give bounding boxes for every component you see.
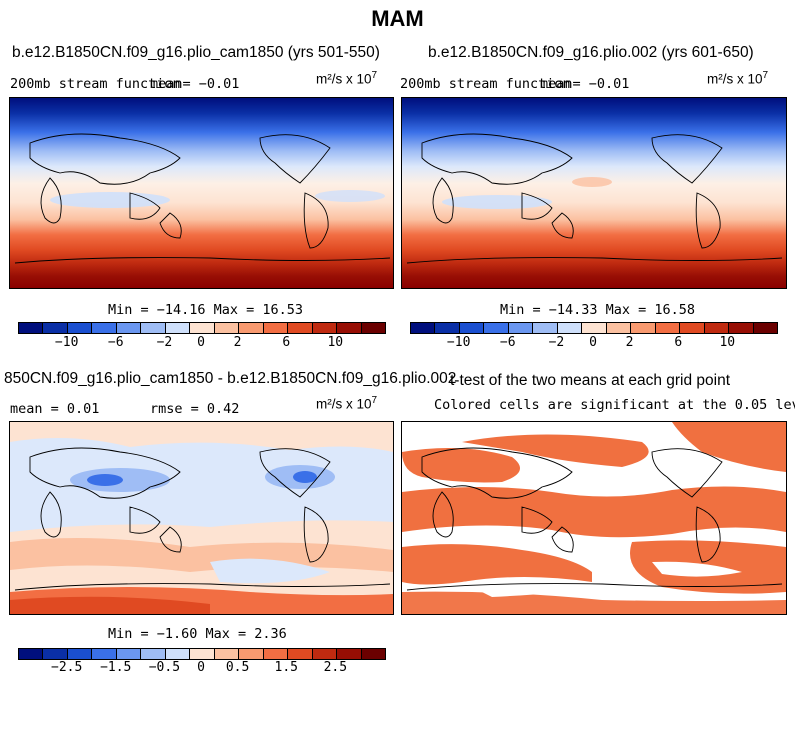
colorbar-tick: 6 [282, 335, 291, 350]
colorbar-swatch [631, 323, 656, 333]
colorbar-swatch [263, 649, 289, 659]
colorbar-tick: 0 [197, 335, 205, 350]
colorbar-swatch [337, 649, 362, 659]
colorbar-swatch [190, 323, 215, 333]
colorbar-swatch [141, 323, 166, 333]
panel-subtitle-bottom-right: Colored cells are significant at the 0.0… [434, 397, 795, 413]
map-top-right [401, 97, 787, 289]
colorbar-tick: 6 [674, 335, 683, 350]
colorbar-swatch [190, 649, 215, 659]
colorbar-swatch [19, 323, 44, 333]
colorbar-swatch [116, 649, 142, 659]
colorbar-swatch [557, 323, 583, 333]
colorbar-swatch [582, 323, 607, 333]
colorbar-swatch [606, 323, 632, 333]
variable-label-top-right: 200mb stream function [400, 76, 571, 92]
panel-title-top-right: b.e12.B1850CN.f09_g16.plio.002 (yrs 601-… [428, 44, 754, 61]
colorbar-tick: −2.5 [51, 660, 83, 675]
colorbar-tick: 10 [327, 335, 344, 350]
colorbar-ticks-bottom-left: −2.5 −1.5 −0.5 0 0.5 1.5 2.5 [18, 660, 384, 676]
colorbar-swatch [263, 323, 289, 333]
colorbar-swatch [19, 649, 44, 659]
mean-label-bottom-left: mean = 0.01 [10, 401, 100, 417]
colorbar-tick: 0 [589, 335, 597, 350]
minmax-label-bottom-left: Min = −1.60 Max = 2.36 [108, 626, 287, 642]
colorbar-swatch [753, 323, 778, 333]
colorbar-tick: −1.5 [100, 660, 132, 675]
panel-title-bottom-left: 850CN.f09_g16.plio_cam1850 - b.e12.B1850… [4, 370, 457, 387]
units-label-bottom-left: m²/s x 107 [316, 395, 378, 412]
colorbar-swatch [508, 323, 534, 333]
colorbar-ticks-top-left: −10 −6 −2 0 2 6 10 [18, 335, 384, 351]
colorbar-swatch [214, 323, 240, 333]
colorbar-swatch [165, 323, 191, 333]
difference-map-bottom-left [10, 422, 393, 614]
variable-label-top-left: 200mb stream function [10, 76, 181, 92]
colorbar-swatch [116, 323, 142, 333]
colorbar-tick: 0 [197, 660, 205, 675]
colorbar-swatch [337, 323, 362, 333]
colorbar-tick: −6 [107, 335, 124, 350]
colorbar-swatch [655, 323, 681, 333]
colorbar-swatch [214, 649, 240, 659]
map-bottom-right [401, 421, 787, 615]
colorbar-swatch [361, 323, 386, 333]
significant-region [402, 422, 786, 614]
colorbar-swatch [680, 323, 705, 333]
colorbar-tick: −2 [548, 335, 565, 350]
colorbar-swatch [239, 323, 264, 333]
mean-label-top-left: mean= −0.01 [150, 76, 240, 92]
map-bottom-left [9, 421, 394, 615]
colorbar-tick: 2.5 [323, 660, 348, 675]
colorbar-top-left [18, 322, 386, 334]
units-label-top-left: m²/s x 107 [316, 70, 378, 87]
colorbar-tick: 2 [233, 335, 242, 350]
colorbar-swatch [92, 649, 117, 659]
colorbar-swatch [92, 323, 117, 333]
colorbar-swatch [533, 323, 558, 333]
colorbar-swatch [435, 323, 460, 333]
units-label-top-right: m²/s x 107 [707, 70, 769, 87]
colorbar-swatch [312, 323, 338, 333]
ttest-significance-map [402, 422, 786, 614]
panel-title-top-left: b.e12.B1850CN.f09_g16.plio_cam1850 (yrs … [12, 44, 380, 61]
colorbar-tick: 2 [625, 335, 634, 350]
colorbar-swatch [288, 323, 313, 333]
panel-title-bottom-right: t-test of the two means at each grid poi… [450, 372, 731, 389]
colorbar-tick: −6 [499, 335, 516, 350]
colorbar-tick: 10 [719, 335, 736, 350]
colorbar-swatch [43, 323, 68, 333]
colorbar-swatch [459, 323, 485, 333]
minmax-label-top-right: Min = −14.33 Max = 16.58 [500, 302, 696, 318]
mean-label-top-right: mean= −0.01 [540, 76, 630, 92]
map-top-left [9, 97, 394, 289]
rmse-label-bottom-left: rmse = 0.42 [150, 401, 240, 417]
colorbar-tick: 1.5 [274, 660, 299, 675]
colorbar-swatch [43, 649, 68, 659]
colorbar-swatch [312, 649, 338, 659]
colorbar-tick: 0.5 [225, 660, 250, 675]
colorbar-ticks-top-right: −10 −6 −2 0 2 6 10 [410, 335, 776, 351]
colorbar-swatch [704, 323, 730, 333]
minmax-label-top-left: Min = −14.16 Max = 16.53 [108, 302, 304, 318]
stream-function-map-top-left [10, 98, 393, 288]
colorbar-tick: −0.5 [148, 660, 181, 675]
colorbar-tick: −10 [446, 335, 471, 350]
colorbar-tick: −2 [156, 335, 173, 350]
colorbar-swatch [729, 323, 754, 333]
colorbar-swatch [67, 649, 93, 659]
colorbar-swatch [411, 323, 436, 333]
colorbar-swatch [141, 649, 166, 659]
page-title: MAM [371, 6, 424, 31]
stream-function-map-top-right [402, 98, 786, 288]
colorbar-swatch [67, 323, 93, 333]
colorbar-swatch [484, 323, 509, 333]
colorbar-swatch [361, 649, 386, 659]
colorbar-tick: −10 [54, 335, 79, 350]
colorbar-swatch [239, 649, 264, 659]
colorbar-swatch [288, 649, 313, 659]
colorbar-swatch [165, 649, 191, 659]
colorbar-top-right [410, 322, 778, 334]
colorbar-bottom-left [18, 648, 386, 660]
